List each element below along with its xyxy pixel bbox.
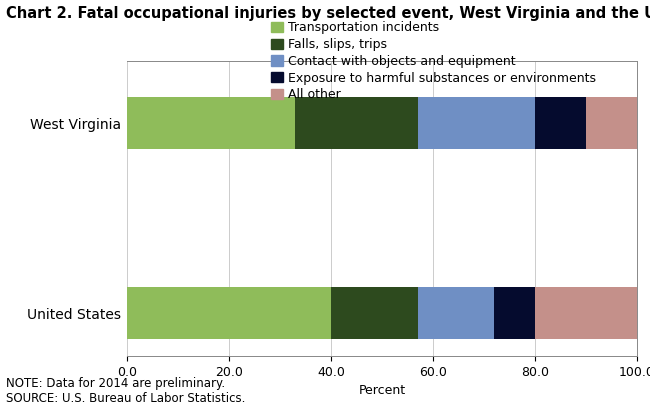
- Bar: [417, 97, 535, 149]
- Bar: [494, 287, 535, 339]
- Legend: Transportation incidents, Falls, slips, trips, Contact with objects and equipmen: Transportation incidents, Falls, slips, …: [271, 21, 596, 101]
- Bar: [127, 287, 331, 339]
- Text: NOTE: Data for 2014 are preliminary.
SOURCE: U.S. Bureau of Labor Statistics.: NOTE: Data for 2014 are preliminary. SOU…: [6, 377, 246, 405]
- Bar: [535, 97, 586, 149]
- Bar: [127, 97, 295, 149]
- X-axis label: Percent: Percent: [358, 384, 406, 397]
- Bar: [417, 287, 494, 339]
- Text: Chart 2. Fatal occupational injuries by selected event, West Virginia and the Un: Chart 2. Fatal occupational injuries by …: [6, 6, 650, 21]
- Bar: [586, 97, 637, 149]
- Bar: [331, 287, 417, 339]
- Bar: [535, 287, 637, 339]
- Bar: [295, 97, 417, 149]
